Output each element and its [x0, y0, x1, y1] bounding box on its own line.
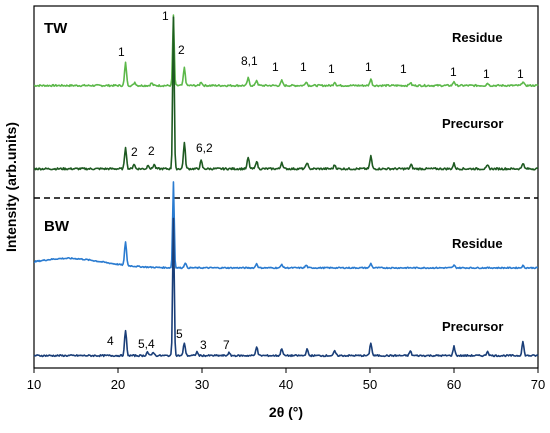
trace-label-bw-precursor: Precursor [442, 319, 503, 334]
peak-label: 1 [328, 62, 335, 76]
x-tick-label: 70 [531, 377, 545, 392]
peak-label: 1 [118, 45, 125, 59]
x-tick-label: 50 [363, 377, 377, 392]
peak-label: 1 [365, 60, 372, 74]
x-axis-title: 2θ (°) [269, 404, 303, 420]
peak-label: 1 [483, 67, 490, 81]
traces-layer [33, 14, 539, 358]
x-tick-label: 20 [111, 377, 125, 392]
x-tick-label: 60 [447, 377, 461, 392]
trace-bw-residue [33, 181, 539, 270]
peak-label: 5 [176, 327, 183, 341]
x-tick-label: 10 [27, 377, 41, 392]
peak-label: 8,1 [241, 54, 258, 68]
peak-label: 1 [450, 65, 457, 79]
trace-tw-residue [33, 14, 539, 88]
trace-bw-precursor [33, 217, 539, 358]
peak-label: 1 [300, 60, 307, 74]
trace-label-tw-residue: Residue [452, 30, 503, 45]
peak-labels-tw: 1 1 2 8,1 1 1 1 1 1 1 1 1 2 2 6,2 [118, 9, 524, 159]
x-tick-label: 30 [195, 377, 209, 392]
peak-labels-bw: 4 5,4 5 3 7 [107, 327, 230, 352]
panel-label-tw: TW [44, 20, 68, 37]
peak-label: 4 [107, 334, 114, 348]
y-axis-title: Intensity (arb.units) [3, 122, 19, 252]
peak-label: 2 [148, 144, 155, 158]
peak-label: 2 [131, 145, 138, 159]
trace-tw-precursor [33, 16, 539, 171]
trace-label-bw-residue: Residue [452, 236, 503, 251]
peak-label: 1 [272, 60, 279, 74]
peak-label: 7 [223, 338, 230, 352]
peak-label: 2 [178, 43, 185, 57]
peak-label: 1 [517, 67, 524, 81]
peak-label: 6,2 [196, 141, 213, 155]
peak-label: 1 [162, 9, 169, 23]
panel-label-bw: BW [44, 218, 70, 235]
peak-label: 3 [200, 338, 207, 352]
peak-label: 1 [400, 62, 407, 76]
plot-frame [33, 5, 539, 369]
trace-label-tw-precursor: Precursor [442, 116, 503, 131]
x-tick-label: 40 [279, 377, 293, 392]
x-axis: 10 20 30 40 50 60 70 [27, 368, 545, 392]
peak-label: 5,4 [138, 337, 155, 351]
